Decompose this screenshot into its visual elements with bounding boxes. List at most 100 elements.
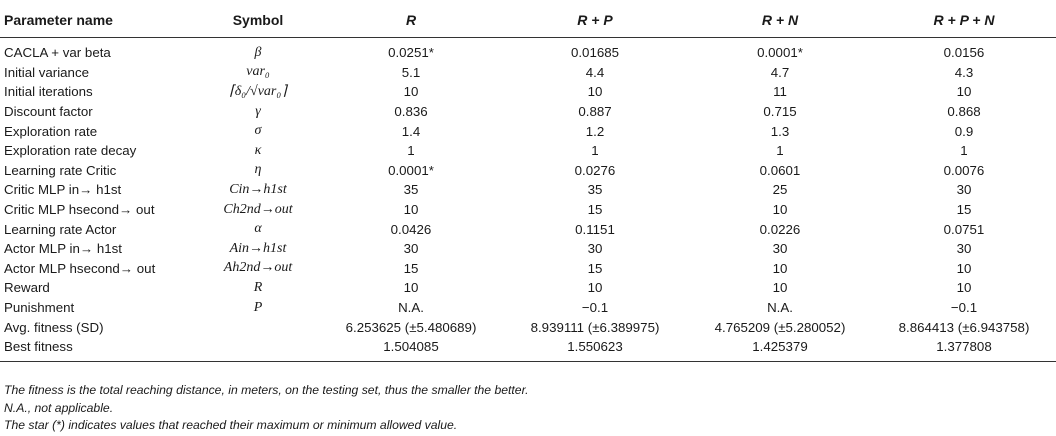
- value-cell: 1.550623: [502, 336, 688, 362]
- value-cell: 1.425379: [688, 336, 872, 362]
- value-cell: 0.9: [954, 123, 974, 139]
- footnote-na: N.A., not applicable.: [4, 400, 114, 415]
- value-cell: 10: [403, 280, 419, 296]
- table-row: Actor MLP hsecond→ out Ah2nd→out 15 15 10 10: [0, 259, 1056, 279]
- value-cell: 8.939111 (±6.389975): [530, 319, 660, 335]
- table-row: Critic MLP hsecond→ out Ch2nd→out 10 15 10 15: [0, 200, 1056, 220]
- value-cell: 0.0251*: [388, 45, 434, 61]
- parameter-name-cell: Initial iterations: [4, 84, 93, 100]
- value-cell: 10: [772, 202, 788, 218]
- symbol-cell: Ah2nd→out: [223, 260, 293, 276]
- symbol-cell: α: [254, 221, 262, 237]
- value-cell: 0.715: [763, 104, 797, 120]
- value-cell: 0.887: [578, 104, 612, 120]
- value-cell: 30: [403, 241, 419, 257]
- value-cell: 30: [956, 241, 972, 257]
- value-cell: 30: [772, 241, 788, 257]
- symbol-cell: γ: [255, 103, 261, 119]
- value-cell: 25: [772, 182, 788, 198]
- value-cell: 0.0076: [943, 162, 985, 178]
- table-row: CACLA + var beta β 0.0251* 0.01685 0.0001* 0.…: [0, 38, 1056, 63]
- footnote-star: The star (*) indicates values that reach…: [4, 418, 458, 432]
- value-cell: −0.1: [581, 300, 609, 316]
- parameter-name-cell: Learning rate Actor: [4, 221, 117, 237]
- value-cell: 4.765209 (±5.280052): [714, 319, 846, 335]
- value-cell: 10: [403, 202, 419, 218]
- value-cell: N.A.: [398, 300, 424, 316]
- symbol-cell: η: [254, 162, 262, 178]
- value-cell: 15: [956, 202, 972, 218]
- value-cell: 0.0001*: [757, 45, 803, 61]
- table-footnotes: The fitness is the total reaching distan…: [4, 382, 529, 435]
- table-row: Exploration rate decay κ 1 1 1 1: [0, 141, 1056, 161]
- header-parameter-name: Parameter name: [0, 3, 196, 38]
- symbol-cell: R: [253, 279, 263, 295]
- value-cell: 4.3: [954, 64, 974, 80]
- value-cell: 0.0601: [759, 162, 801, 178]
- value-cell: 10: [587, 84, 603, 100]
- header-symbol: Symbol: [196, 3, 320, 38]
- header-r-n: R + N: [688, 3, 872, 38]
- value-cell: 4.4: [585, 64, 605, 80]
- value-cell: 35: [403, 182, 419, 198]
- value-cell: 10: [403, 84, 419, 100]
- table-body: CACLA + var beta β 0.0251* 0.01685 0.0001* 0.…: [0, 38, 1056, 362]
- parameter-name-cell: Discount factor: [4, 104, 93, 120]
- footnote-fitness: The fitness is the total reaching distan…: [4, 383, 529, 397]
- table-row: Discount factor γ 0.836 0.887 0.715 0.868: [0, 102, 1056, 122]
- table-row: Initial iterations ⌈δ₀/√var₀⌉ 10 10 11 10: [0, 82, 1056, 102]
- table-row: Actor MLP in→ h1st Ain→h1st 30 30 30 30: [0, 239, 1056, 259]
- header-r-p: R + P: [502, 3, 688, 38]
- parameter-name-cell: Best fitness: [0, 336, 196, 362]
- parameter-name-cell: Reward: [4, 280, 50, 296]
- value-cell: 10: [587, 280, 603, 296]
- parameter-name-cell: Learning rate Critic: [4, 162, 117, 178]
- value-cell: 1.504085: [320, 336, 502, 362]
- value-cell: 10: [772, 260, 788, 276]
- value-cell: 30: [956, 182, 972, 198]
- table-row: Avg. fitness (SD) 6.253625 (±5.480689) 8.9…: [0, 317, 1056, 337]
- symbol-cell: σ: [254, 123, 262, 139]
- value-cell: 15: [403, 260, 419, 276]
- value-cell: 10: [956, 260, 972, 276]
- symbol-cell: var₀: [246, 64, 270, 80]
- value-cell: 0.0001*: [388, 162, 434, 178]
- value-cell: 0.0276: [574, 162, 616, 178]
- table-row: Initial variance var₀ 5.1 4.4 4.7 4.3: [0, 63, 1056, 83]
- value-cell: 10: [956, 84, 972, 100]
- symbol-cell: Ch2nd→out: [223, 201, 293, 217]
- header-r-p-n: R + P + N: [872, 3, 1056, 38]
- parameter-name-cell: CACLA + var beta: [4, 45, 111, 61]
- table-header-row: Parameter name Symbol R R + P R + N R + …: [0, 3, 1056, 38]
- symbol-cell: P: [253, 299, 263, 315]
- value-cell: 11: [773, 84, 787, 100]
- parameter-name-cell: Critic MLP in→ h1st: [4, 182, 122, 198]
- symbol-cell: Ain→h1st: [229, 240, 287, 256]
- value-cell: 0.868: [947, 104, 981, 120]
- symbol-cell: Cin→h1st: [229, 181, 287, 197]
- value-cell: 1.2: [585, 123, 605, 139]
- value-cell: 10: [956, 280, 972, 296]
- value-cell: 6.253625 (±5.480689): [345, 319, 477, 335]
- parameter-name-cell: Critic MLP hsecond→ out: [4, 202, 155, 218]
- value-cell: 5.1: [401, 64, 421, 80]
- value-cell: 0.836: [394, 104, 428, 120]
- value-cell: 0.01685: [570, 45, 620, 61]
- value-cell: 1: [776, 143, 784, 159]
- value-cell: N.A.: [767, 300, 793, 316]
- parameter-name-cell: Actor MLP hsecond→ out: [4, 260, 156, 276]
- value-cell: 1.3: [770, 123, 790, 139]
- value-cell: 15: [587, 202, 603, 218]
- parameter-name-cell: Actor MLP in→ h1st: [4, 241, 122, 257]
- parameter-name-cell: Punishment: [4, 300, 75, 316]
- symbol-cell: κ: [254, 142, 262, 158]
- value-cell: 0.1151: [575, 221, 615, 237]
- header-r: R: [320, 3, 502, 38]
- table-row: Learning rate Critic η 0.0001* 0.0276 0.0601…: [0, 161, 1056, 181]
- parameter-name-cell: Exploration rate decay: [4, 143, 137, 159]
- value-cell: 8.864413 (±6.943758): [898, 319, 1030, 335]
- table-row: Best fitness 1.504085 1.550623 1.425379 1.37…: [0, 336, 1056, 362]
- parameters-table: Parameter name Symbol R R + P R + N R + …: [0, 3, 1056, 362]
- value-cell: 1: [960, 143, 968, 159]
- value-cell: 35: [587, 182, 603, 198]
